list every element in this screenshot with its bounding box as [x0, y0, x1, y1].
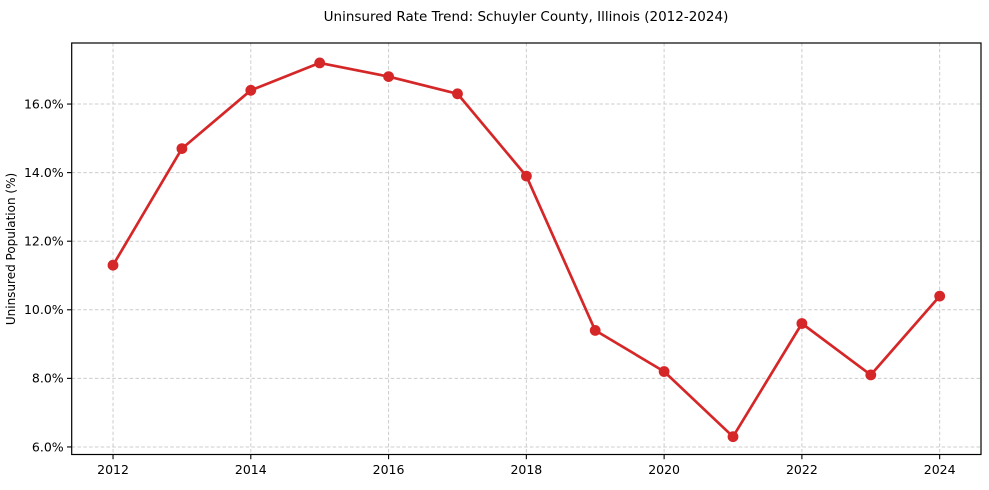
gridlines [71, 43, 981, 455]
data-point [727, 431, 739, 443]
x-tick-label: 2020 [648, 462, 680, 477]
axis-ticks: 2012 2014 2016 2018 2020 2022 2024 6.0% 8.0% 10.0… [24, 96, 956, 477]
data-point [383, 71, 394, 82]
y-tick-label: 10.0% [24, 302, 64, 317]
data-point [245, 84, 257, 96]
x-tick-label: 2012 [97, 462, 129, 477]
data-point [107, 259, 119, 271]
x-tick-label: 2018 [510, 462, 542, 477]
plot-border [71, 42, 982, 456]
x-tick-label: 2016 [373, 462, 405, 477]
data-point [658, 366, 670, 377]
x-tick-label: 2022 [786, 462, 818, 477]
data-point [796, 318, 808, 329]
y-tick-label: 8.0% [32, 371, 64, 386]
data-point [452, 88, 463, 100]
data-series [107, 57, 946, 443]
data-point [521, 170, 532, 182]
y-tick-label: 6.0% [32, 439, 64, 454]
y-tick-label: 16.0% [24, 96, 64, 111]
data-point [934, 290, 946, 302]
data-point [176, 143, 188, 155]
y-tick-label: 12.0% [24, 234, 64, 249]
x-tick-label: 2024 [924, 462, 956, 477]
data-point [589, 325, 601, 336]
y-axis-label: Uninsured Population (%) [4, 173, 18, 325]
x-tick-label: 2014 [235, 462, 267, 477]
data-point [865, 369, 877, 381]
y-tick-label: 14.0% [24, 165, 64, 180]
data-point [314, 57, 326, 69]
chart-title: Uninsured Rate Trend: Schuyler County, I… [324, 9, 729, 25]
